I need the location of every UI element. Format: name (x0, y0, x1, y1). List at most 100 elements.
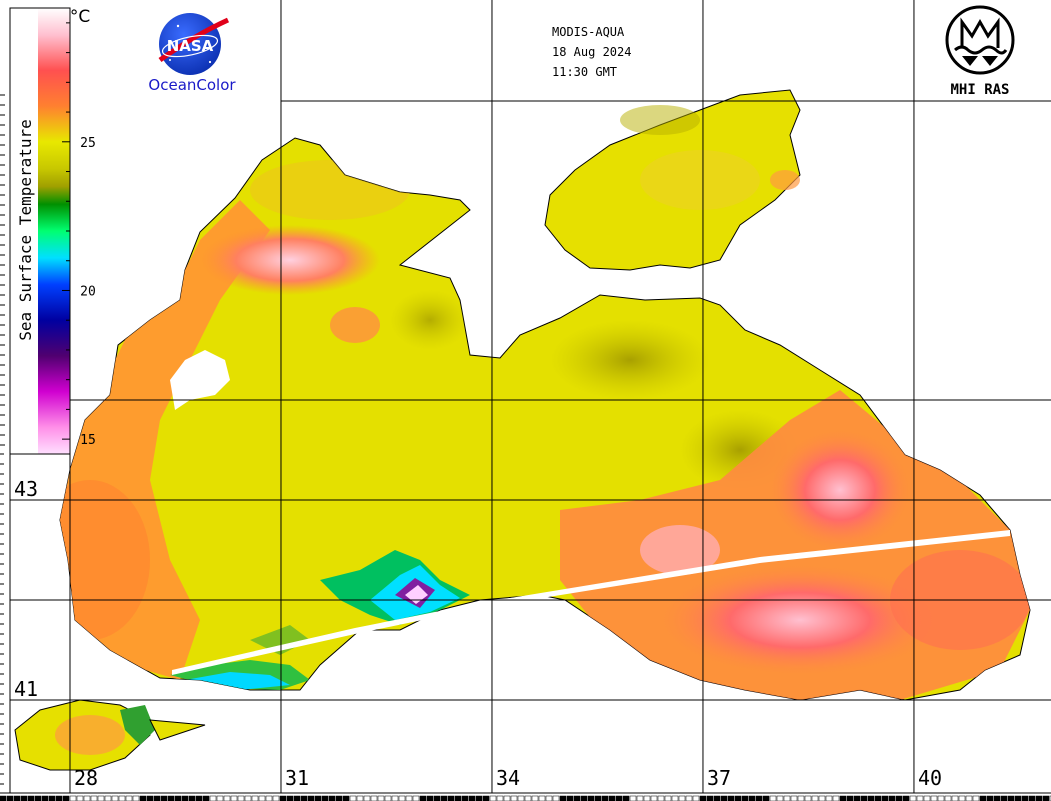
ruler-segment (503, 795, 511, 801)
ruler-segment (349, 795, 357, 801)
ruler-segment (902, 795, 910, 801)
ruler-segment (951, 795, 959, 801)
ruler-segment (790, 795, 798, 801)
ruler-segment (937, 795, 945, 801)
ruler-segment (888, 795, 896, 801)
ruler-segment (468, 795, 476, 801)
latitude-label: 43 (14, 477, 38, 501)
nasa-text: NASA (167, 37, 214, 55)
ruler-segment (818, 795, 826, 801)
ruler-segment (265, 795, 273, 801)
ruler-segment (69, 795, 77, 801)
ruler-segment (181, 795, 189, 801)
ruler-segment (90, 795, 98, 801)
ruler-segment (237, 795, 245, 801)
ruler-segment (1035, 795, 1043, 801)
ruler-segment (405, 795, 413, 801)
ruler-segment (293, 795, 301, 801)
cloud-patch (170, 350, 230, 410)
ruler-segment (321, 795, 329, 801)
ruler-segment (13, 795, 21, 801)
ruler-segment (916, 795, 924, 801)
ruler-segment (552, 795, 560, 801)
ruler-segment (258, 795, 266, 801)
date-label: 18 Aug 2024 (552, 45, 631, 59)
ruler-segment (657, 795, 665, 801)
ruler-segment (251, 795, 259, 801)
ruler-segment (993, 795, 1001, 801)
mhi-emblem-icon (945, 5, 1015, 75)
ruler-segment (146, 795, 154, 801)
ruler-segment (97, 795, 105, 801)
ruler-segment (20, 795, 28, 801)
ruler-segment (454, 795, 462, 801)
oceancolor-text: OceanColor (148, 76, 236, 94)
ruler-segment (867, 795, 875, 801)
ruler-segment (419, 795, 427, 801)
colorbar-title: Sea Surface Temperature (16, 119, 35, 341)
ruler-segment (909, 795, 917, 801)
ruler-segment (748, 795, 756, 801)
ruler-segment (0, 795, 7, 801)
ruler-segment (41, 795, 49, 801)
ruler-segment (979, 795, 987, 801)
colorbar-unit: °C (70, 7, 90, 27)
ruler-segment (307, 795, 315, 801)
ruler-segment (538, 795, 546, 801)
ruler-segment (328, 795, 336, 801)
ruler-segment (776, 795, 784, 801)
ruler-segment (1007, 795, 1015, 801)
time-label: 11:30 GMT (552, 65, 617, 79)
ruler-segment (216, 795, 224, 801)
left-ruler (0, 94, 11, 793)
ruler-segment (412, 795, 420, 801)
longitude-label: 34 (496, 766, 520, 790)
ruler-segment (174, 795, 182, 801)
ruler-segment (160, 795, 168, 801)
ruler-segment (132, 795, 140, 801)
ruler-segment (342, 795, 350, 801)
ruler-segment (692, 795, 700, 801)
ruler-segment (699, 795, 707, 801)
ruler-segment (167, 795, 175, 801)
ruler-segment (706, 795, 714, 801)
ruler-segment (965, 795, 973, 801)
ruler-segment (811, 795, 819, 801)
longitude-label: 40 (918, 766, 942, 790)
graticule (10, 0, 1051, 793)
ruler-segment (398, 795, 406, 801)
ruler-segment (608, 795, 616, 801)
ruler-segment (580, 795, 588, 801)
ruler-segment (874, 795, 882, 801)
ruler-segment (636, 795, 644, 801)
ruler-segment (734, 795, 742, 801)
ruler-segment (846, 795, 854, 801)
mhi-ras-logo: MHI RAS (945, 5, 1015, 98)
ruler-segment (825, 795, 833, 801)
ruler-segment (370, 795, 378, 801)
ruler-segment (601, 795, 609, 801)
ruler-segment (832, 795, 840, 801)
colorbar-tick-label: 15 (80, 433, 96, 448)
ruler-segment (111, 795, 119, 801)
ruler-segment (622, 795, 630, 801)
ruler-segment (202, 795, 210, 801)
ruler-segment (335, 795, 343, 801)
ruler-segment (930, 795, 938, 801)
ruler-segment (615, 795, 623, 801)
ruler-segment (139, 795, 147, 801)
ruler-segment (804, 795, 812, 801)
ruler-segment (62, 795, 70, 801)
sea-of-azov (544, 89, 801, 271)
sensor-label: MODIS-AQUA (552, 25, 625, 39)
ruler-segment (923, 795, 931, 801)
ruler-segment (279, 795, 287, 801)
ruler-segment (314, 795, 322, 801)
ruler-segment (244, 795, 252, 801)
ruler-segment (986, 795, 994, 801)
ruler-segment (741, 795, 749, 801)
ruler-segment (650, 795, 658, 801)
ruler-segment (286, 795, 294, 801)
ruler-segment (461, 795, 469, 801)
